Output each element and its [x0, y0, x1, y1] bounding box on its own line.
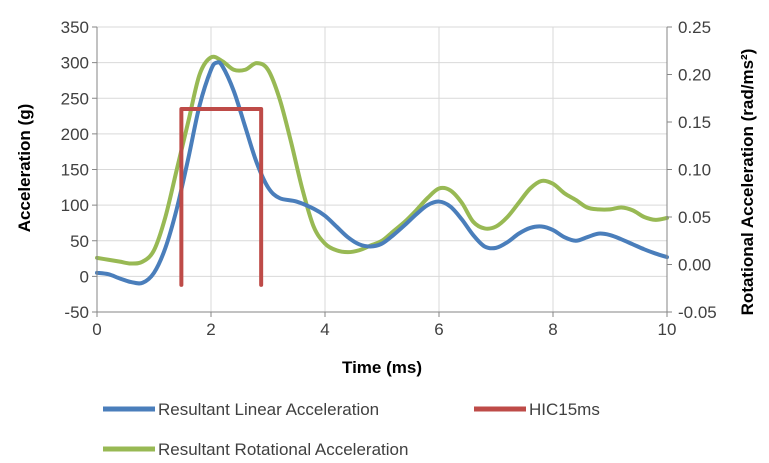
y2-tick-label: 0.15: [678, 113, 711, 132]
x-tick-label: 8: [548, 320, 557, 339]
x-tick-label: 10: [658, 320, 677, 339]
legend: Resultant Linear Acceleration HIC15ms Re…: [103, 400, 600, 459]
y2-tick-label: 0.05: [678, 208, 711, 227]
y-tick-label: -50: [64, 303, 89, 322]
y-tick-label: 150: [61, 161, 89, 180]
y-axis-title: Acceleration (g): [15, 104, 34, 232]
x-tick-label: 2: [206, 320, 215, 339]
x-tick-label: 6: [434, 320, 443, 339]
x-tick-label: 4: [320, 320, 329, 339]
x-axis-title: Time (ms): [342, 358, 422, 377]
y2-tick-label: 0.20: [678, 66, 711, 85]
y-tick-label: 50: [70, 232, 89, 251]
y-tick-label: 0: [80, 267, 89, 286]
series-line-linear: [95, 60, 669, 286]
y-tick-label: 100: [61, 196, 89, 215]
y-tick-label: 350: [61, 18, 89, 37]
y-tick-label: 200: [61, 125, 89, 144]
y2-tick-label: 0.00: [678, 256, 711, 275]
series-line-hic: [179, 106, 264, 287]
y2-tick-label: -0.05: [678, 303, 717, 322]
plot-area: [95, 54, 669, 287]
legend-label-hic: HIC15ms: [529, 400, 600, 419]
y2-tick-label: 0.25: [678, 18, 711, 37]
y-tick-label: 300: [61, 54, 89, 73]
y2-axis-title: Rotational Acceleration (rad/ms²): [738, 49, 757, 316]
legend-label-rotational: Resultant Rotational Acceleration: [158, 440, 408, 459]
y-tick-label: 250: [61, 89, 89, 108]
legend-label-linear: Resultant Linear Acceleration: [158, 400, 379, 419]
x-tick-label: 0: [92, 320, 101, 339]
y2-tick-label: 0.10: [678, 161, 711, 180]
